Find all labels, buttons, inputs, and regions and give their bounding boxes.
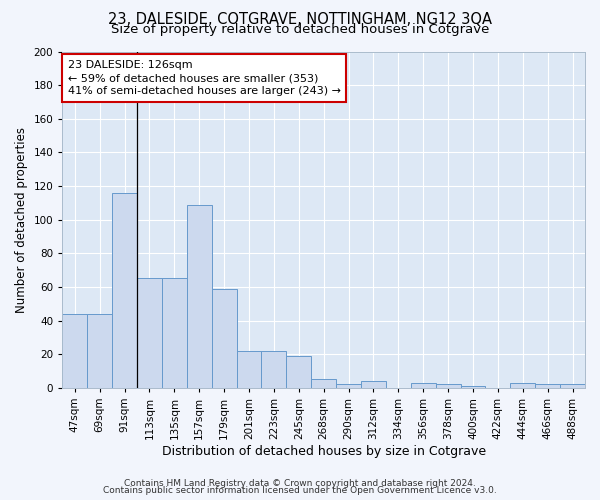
Bar xyxy=(461,386,485,388)
Bar xyxy=(336,384,361,388)
Bar xyxy=(212,288,236,388)
Text: 23 DALESIDE: 126sqm
← 59% of detached houses are smaller (353)
41% of semi-detac: 23 DALESIDE: 126sqm ← 59% of detached ho… xyxy=(68,60,341,96)
Bar xyxy=(560,384,585,388)
Bar xyxy=(162,278,187,388)
Text: 23, DALESIDE, COTGRAVE, NOTTINGHAM, NG12 3QA: 23, DALESIDE, COTGRAVE, NOTTINGHAM, NG12… xyxy=(108,12,492,28)
Bar xyxy=(137,278,162,388)
Text: Contains public sector information licensed under the Open Government Licence v3: Contains public sector information licen… xyxy=(103,486,497,495)
Bar xyxy=(187,204,212,388)
Bar xyxy=(236,351,262,388)
Bar xyxy=(436,384,461,388)
Bar xyxy=(311,380,336,388)
Text: Contains HM Land Registry data © Crown copyright and database right 2024.: Contains HM Land Registry data © Crown c… xyxy=(124,478,476,488)
Bar xyxy=(361,381,386,388)
Bar xyxy=(87,314,112,388)
Bar xyxy=(286,356,311,388)
Bar xyxy=(511,382,535,388)
Y-axis label: Number of detached properties: Number of detached properties xyxy=(15,126,28,312)
Bar xyxy=(411,382,436,388)
Bar xyxy=(112,192,137,388)
Text: Size of property relative to detached houses in Cotgrave: Size of property relative to detached ho… xyxy=(111,22,489,36)
Bar xyxy=(535,384,560,388)
Bar xyxy=(262,351,286,388)
Bar xyxy=(62,314,87,388)
X-axis label: Distribution of detached houses by size in Cotgrave: Distribution of detached houses by size … xyxy=(161,444,486,458)
